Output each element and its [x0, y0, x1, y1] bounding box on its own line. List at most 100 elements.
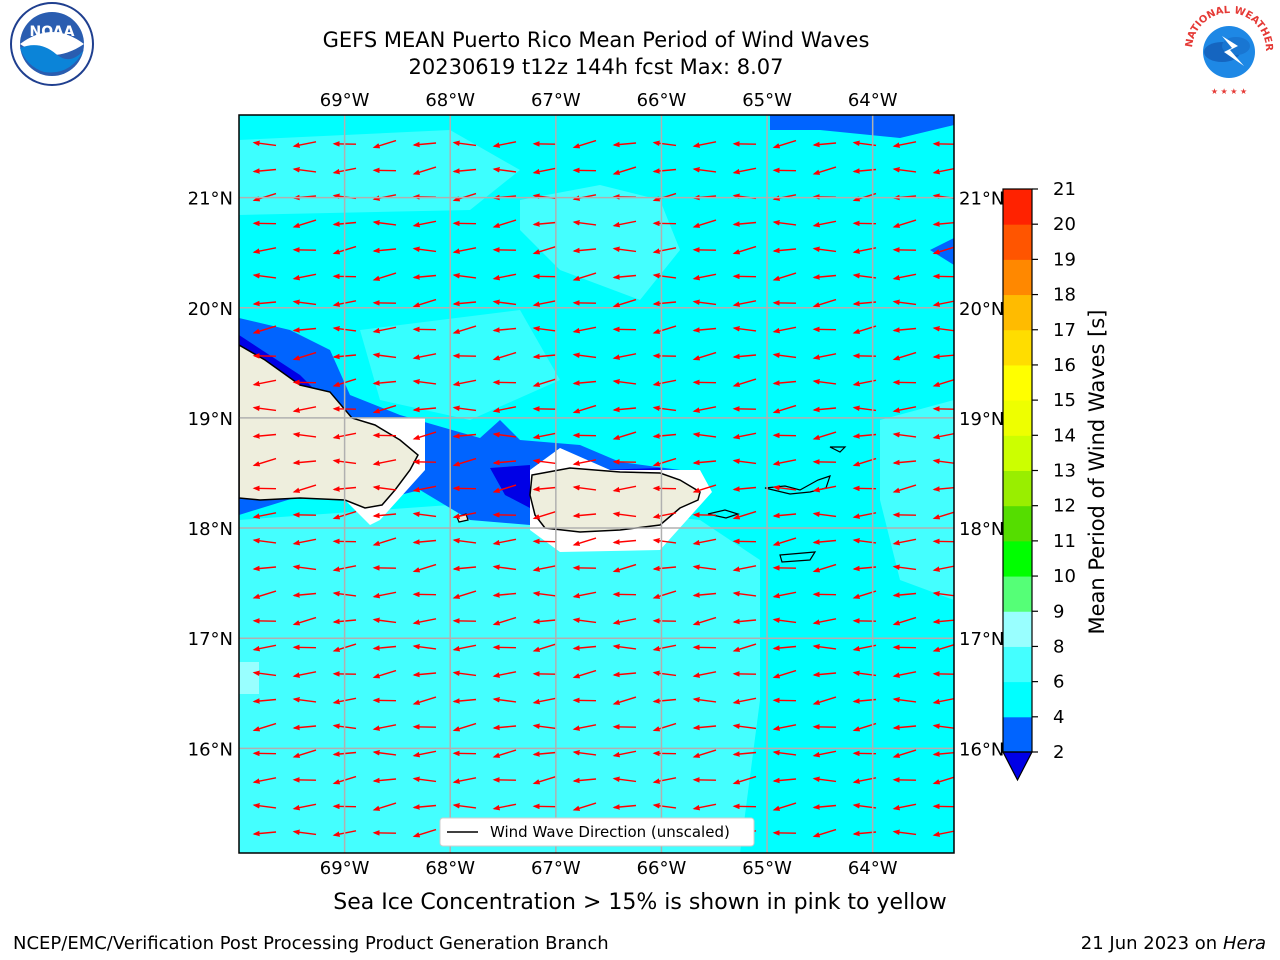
wind-arrow [412, 776, 437, 783]
wind-arrow [492, 538, 517, 546]
wind-arrow [412, 671, 437, 678]
wind-arrow [372, 352, 397, 359]
wind-arrow [932, 378, 954, 387]
wind-arrow [292, 538, 317, 546]
wind-arrow [412, 539, 437, 545]
wind-arrow [732, 221, 757, 227]
wind-arrow [932, 300, 954, 307]
wind-arrow [292, 351, 317, 361]
wind-arrow [412, 618, 437, 625]
wind-arrow [572, 139, 597, 149]
wind-arrow [372, 724, 397, 731]
wind-arrow [492, 273, 517, 281]
wind-arrow [412, 750, 437, 758]
wind-arrow [572, 724, 597, 731]
wind-arrow [772, 750, 797, 756]
wind-arrow [732, 591, 757, 597]
wind-arrow [612, 353, 637, 360]
noaa-logo-text: NOAA [30, 24, 75, 40]
colorbar-segment [1003, 646, 1032, 683]
wind-arrow [252, 140, 277, 147]
wind-arrow [612, 298, 637, 308]
wind-arrow [532, 326, 557, 332]
wind-arrow [292, 829, 317, 836]
wind-arrow [572, 326, 597, 334]
wind-arrow [292, 749, 317, 758]
wind-arrow [572, 777, 597, 784]
wind-arrow [612, 246, 637, 253]
wind-arrow [252, 565, 277, 572]
wind-arrow [412, 828, 437, 838]
wind-arrow [772, 272, 797, 281]
wind-arrow [892, 351, 917, 361]
wind-arrow [812, 696, 837, 705]
wind-arrow [532, 167, 557, 175]
wind-arrow [612, 644, 637, 650]
wind-arrow [572, 459, 597, 466]
wind-arrow [252, 644, 277, 652]
ocean-period-6-8-north [520, 185, 680, 300]
wind-arrow [572, 669, 597, 679]
wind-arrow [772, 512, 797, 519]
wind-arrow [772, 380, 797, 386]
wind-arrow [372, 247, 397, 254]
wind-arrow [412, 644, 437, 650]
wind-arrow [252, 590, 277, 599]
colorbar-tick-label: 19 [1053, 249, 1076, 270]
wind-arrow [812, 750, 837, 758]
wind-arrow [572, 380, 597, 386]
wind-arrow [732, 326, 757, 332]
chart-title: GEFS MEAN Puerto Rico Mean Period of Win… [322, 28, 870, 52]
wind-arrow [612, 563, 637, 573]
wind-arrow [652, 565, 677, 572]
wind-arrow [412, 406, 437, 413]
wind-arrow [652, 698, 677, 704]
wind-arrow [732, 432, 757, 440]
wind-arrow [292, 697, 317, 703]
wind-arrow [892, 564, 917, 571]
wind-arrow [292, 219, 317, 228]
lat-label-left: 18°N [188, 519, 233, 540]
wind-arrow [412, 274, 437, 280]
wind-arrow [892, 803, 917, 811]
wind-arrow [372, 537, 397, 546]
colorbar-tick-label: 15 [1053, 390, 1076, 411]
wind-arrow [412, 220, 437, 228]
wind-arrow [532, 751, 557, 757]
wind-arrow [772, 485, 797, 491]
wind-arrow [652, 644, 677, 652]
wind-arrow [452, 140, 477, 147]
wind-arrow [772, 537, 797, 546]
wind-arrow [532, 618, 557, 625]
wind-arrow [732, 378, 757, 387]
wind-arrow [932, 221, 954, 227]
wind-wave-direction-arrows [252, 139, 954, 838]
wind-arrow [692, 724, 717, 731]
wind-arrow [612, 671, 637, 678]
colorbar-segment [1003, 364, 1032, 401]
wind-arrow [532, 458, 557, 465]
wind-arrow [252, 512, 277, 519]
wind-arrow [732, 458, 757, 465]
wind-arrow [692, 273, 717, 281]
wind-arrow [812, 828, 837, 838]
wind-arrow [252, 698, 277, 704]
wind-arrow [932, 246, 954, 255]
wind-arrow [252, 538, 277, 544]
wind-arrow [932, 432, 954, 440]
wind-arrow [892, 616, 917, 626]
wind-arrow [652, 273, 677, 279]
wind-arrow [772, 220, 797, 226]
wind-arrow [292, 273, 317, 281]
wind-arrow [932, 643, 954, 652]
wind-arrow [652, 670, 677, 677]
wind-arrow [892, 406, 917, 413]
wind-arrow [892, 724, 917, 731]
colorbar-tick-label: 17 [1053, 320, 1076, 341]
wind-arrow [732, 510, 757, 520]
nws-logo: NATIONAL WEATHER SERVICE ★ ★ ★ ★ [1178, 0, 1274, 96]
wind-arrow [652, 379, 677, 387]
wind-arrow [652, 538, 677, 544]
colorbar-tick-label: 16 [1053, 355, 1076, 376]
